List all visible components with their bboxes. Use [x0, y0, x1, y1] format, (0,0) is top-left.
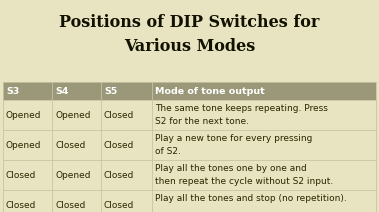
Text: S4: S4 — [55, 86, 68, 95]
Text: Play all the tones one by one and
then repeat the cycle without S2 input.: Play all the tones one by one and then r… — [155, 164, 333, 186]
Text: Closed: Closed — [6, 201, 36, 209]
Text: The same tone keeps repeating. Press
S2 for the next tone.: The same tone keeps repeating. Press S2 … — [155, 104, 328, 126]
Text: S5: S5 — [104, 86, 117, 95]
Text: Closed: Closed — [6, 170, 36, 180]
Text: Closed: Closed — [104, 110, 135, 120]
Text: Opened: Opened — [55, 170, 91, 180]
Text: Play all the tones and stop (no repetition).: Play all the tones and stop (no repetiti… — [155, 194, 347, 203]
Text: Closed: Closed — [55, 141, 85, 149]
Text: Opened: Opened — [6, 141, 41, 149]
Bar — [3, 100, 376, 130]
Text: Closed: Closed — [104, 170, 135, 180]
Text: Various Modes: Various Modes — [124, 38, 255, 55]
Bar — [3, 130, 376, 160]
Text: Mode of tone output: Mode of tone output — [155, 86, 265, 95]
Text: Closed: Closed — [104, 201, 135, 209]
Bar — [3, 190, 376, 212]
Text: Closed: Closed — [55, 201, 85, 209]
Text: S3: S3 — [6, 86, 19, 95]
Bar — [3, 82, 376, 100]
Text: Opened: Opened — [55, 110, 91, 120]
Text: Closed: Closed — [104, 141, 135, 149]
Text: Opened: Opened — [6, 110, 41, 120]
Bar — [3, 160, 376, 190]
Text: Positions of DIP Switches for: Positions of DIP Switches for — [59, 14, 320, 31]
Text: Play a new tone for every pressing
of S2.: Play a new tone for every pressing of S2… — [155, 134, 312, 155]
